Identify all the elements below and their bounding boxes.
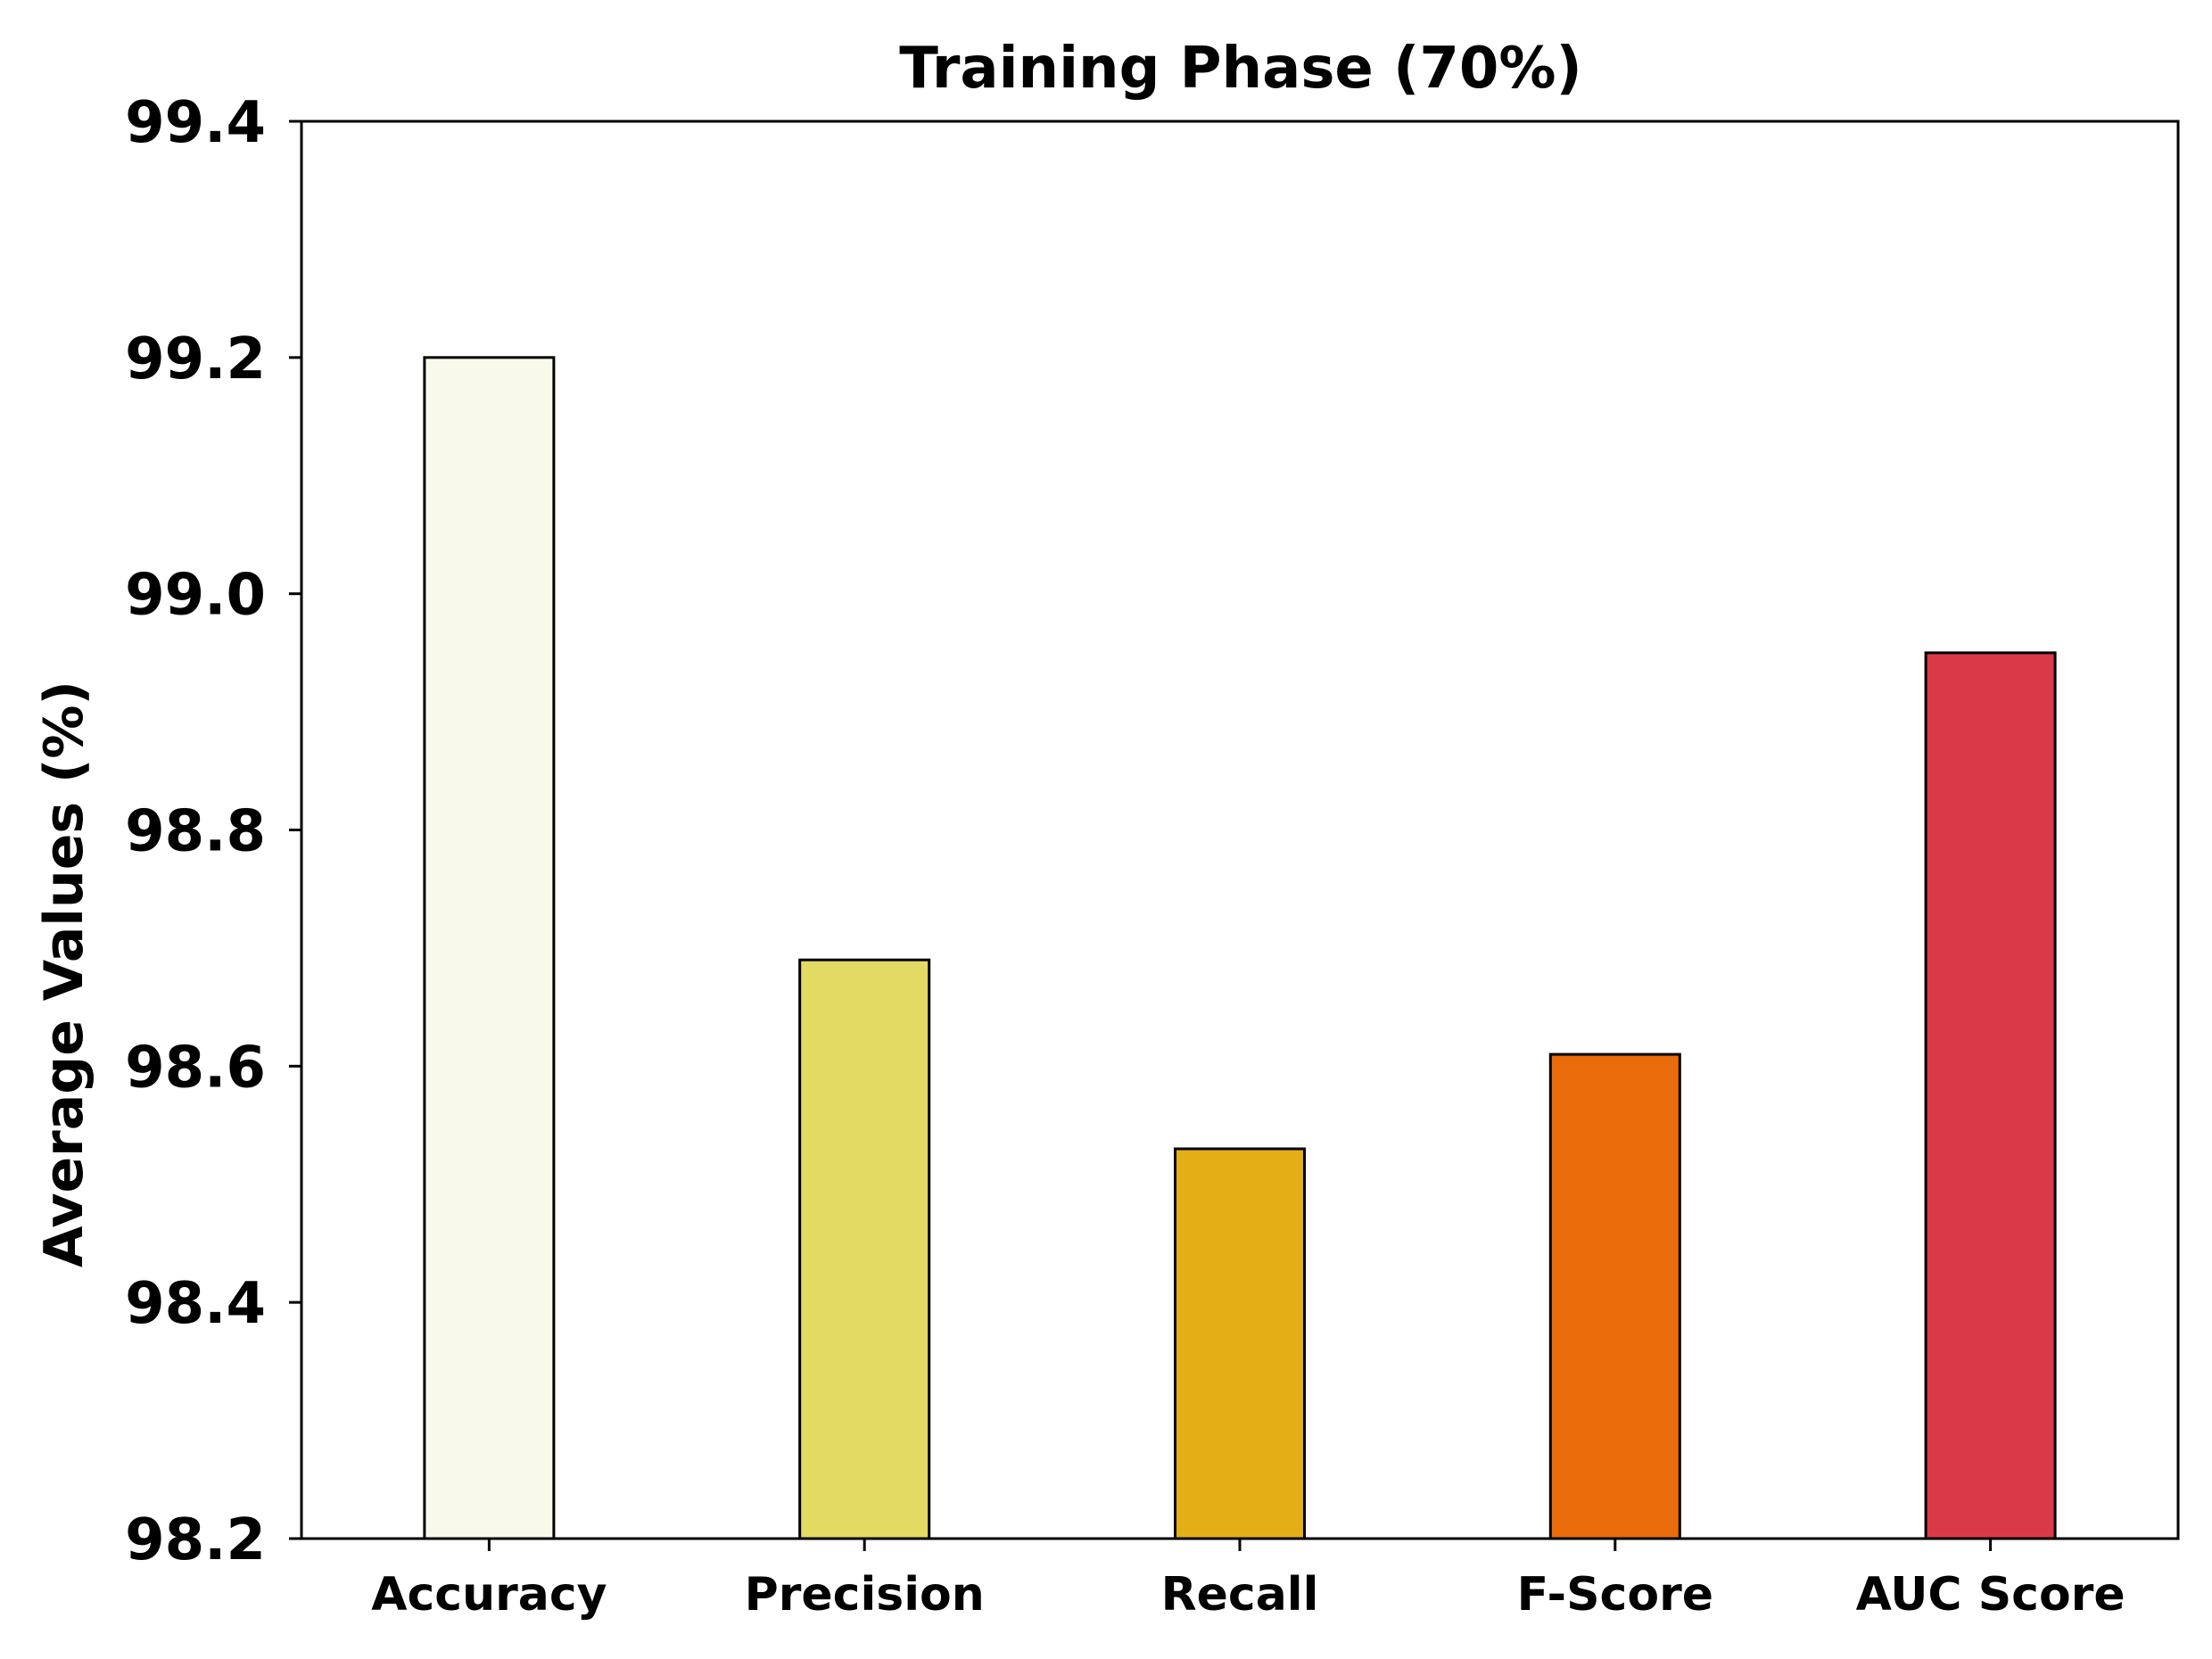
x-tick-label: Accuracy — [371, 1568, 607, 1622]
y-tick-label: 99.0 — [125, 563, 266, 629]
bar-auc-score — [1924, 651, 2057, 1540]
y-tick-label: 99.4 — [125, 90, 266, 156]
plot-area-frame — [300, 120, 2180, 1540]
x-tick-label: Precision — [745, 1568, 985, 1622]
bar-f-score — [1548, 1052, 1681, 1540]
y-tick-label: 98.6 — [125, 1035, 266, 1101]
bars — [423, 356, 2057, 1540]
x-axis-ticks: Accuracy Precision Recall F-Score AUC Score — [371, 1539, 2125, 1622]
x-tick-label: AUC Score — [1856, 1568, 2125, 1622]
bar-accuracy — [423, 356, 556, 1540]
bar-recall — [1174, 1147, 1306, 1540]
y-tick-label: 98.8 — [125, 799, 266, 865]
y-axis-label: Average Values (%) — [33, 681, 95, 1267]
y-tick-label: 99.2 — [125, 326, 266, 392]
chart-title: Training Phase (70%) — [899, 36, 1582, 102]
y-tick-label: 98.2 — [125, 1507, 266, 1573]
y-axis-ticks: 98.2 98.4 98.6 98.8 99.0 99.2 99.4 — [125, 90, 301, 1573]
y-tick-label: 98.4 — [125, 1271, 266, 1337]
x-tick-label: F-Score — [1517, 1568, 1713, 1622]
bar-precision — [798, 958, 931, 1540]
x-tick-label: Recall — [1161, 1568, 1319, 1622]
